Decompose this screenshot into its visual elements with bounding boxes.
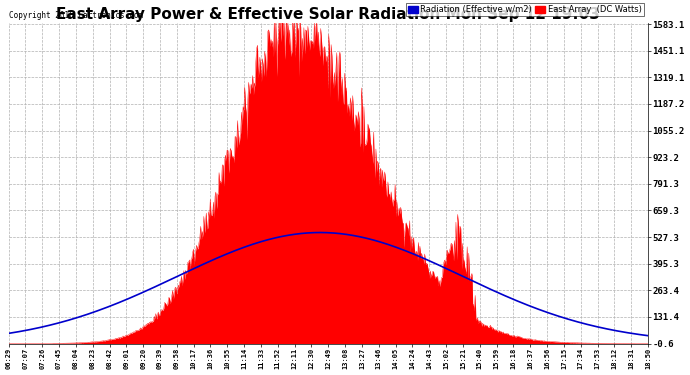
Text: Copyright 2016 Cartronics.com: Copyright 2016 Cartronics.com [8, 11, 143, 20]
Title: East Array Power & Effective Solar Radiation Mon Sep 12 19:03: East Array Power & Effective Solar Radia… [57, 7, 600, 22]
Legend: Radiation (Effective w/m2), East Array  (DC Watts): Radiation (Effective w/m2), East Array (… [406, 3, 644, 16]
